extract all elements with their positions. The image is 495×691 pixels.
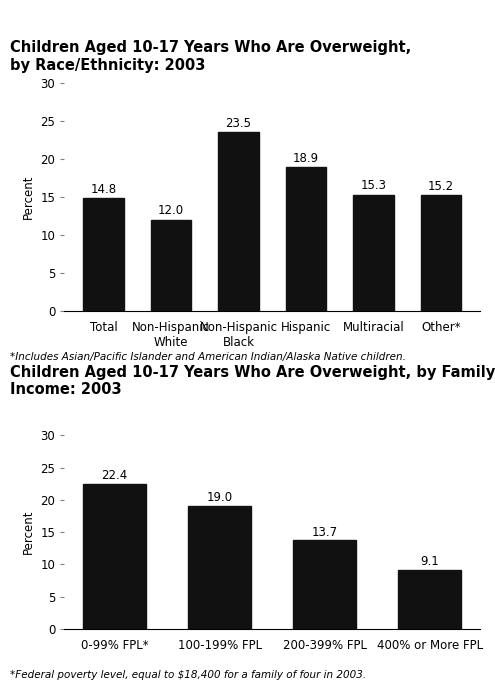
Text: 12.0: 12.0 xyxy=(158,205,184,218)
Bar xyxy=(398,570,461,629)
Text: Children Aged 10-17 Years Who Are Overweight,
by Race/Ethnicity: 2003: Children Aged 10-17 Years Who Are Overwe… xyxy=(10,40,411,73)
Text: Children Aged 10-17 Years Who Are Overweight, by Family
Income: 2003: Children Aged 10-17 Years Who Are Overwe… xyxy=(10,365,495,397)
Bar xyxy=(353,195,394,311)
Text: 14.8: 14.8 xyxy=(91,183,116,196)
Bar xyxy=(218,133,259,311)
Text: *Includes Asian/Pacific Islander and American Indian/Alaska Native children.: *Includes Asian/Pacific Islander and Ame… xyxy=(10,352,406,362)
Bar xyxy=(151,220,191,311)
Text: 19.0: 19.0 xyxy=(207,491,233,504)
Bar xyxy=(83,198,124,311)
Y-axis label: Percent: Percent xyxy=(22,175,35,219)
Text: 15.3: 15.3 xyxy=(360,180,387,192)
Text: 18.9: 18.9 xyxy=(293,152,319,165)
Text: 13.7: 13.7 xyxy=(312,526,338,538)
Text: *Federal poverty level, equal to $18,400 for a family of four in 2003.: *Federal poverty level, equal to $18,400… xyxy=(10,670,366,680)
Y-axis label: Percent: Percent xyxy=(22,510,35,554)
Text: 15.2: 15.2 xyxy=(428,180,454,193)
Bar xyxy=(421,196,461,311)
Bar xyxy=(293,540,356,629)
Bar xyxy=(286,167,326,311)
Text: 9.1: 9.1 xyxy=(420,555,439,568)
Bar xyxy=(83,484,146,629)
Bar xyxy=(188,507,251,629)
Text: 23.5: 23.5 xyxy=(226,117,251,130)
Text: 22.4: 22.4 xyxy=(101,469,128,482)
